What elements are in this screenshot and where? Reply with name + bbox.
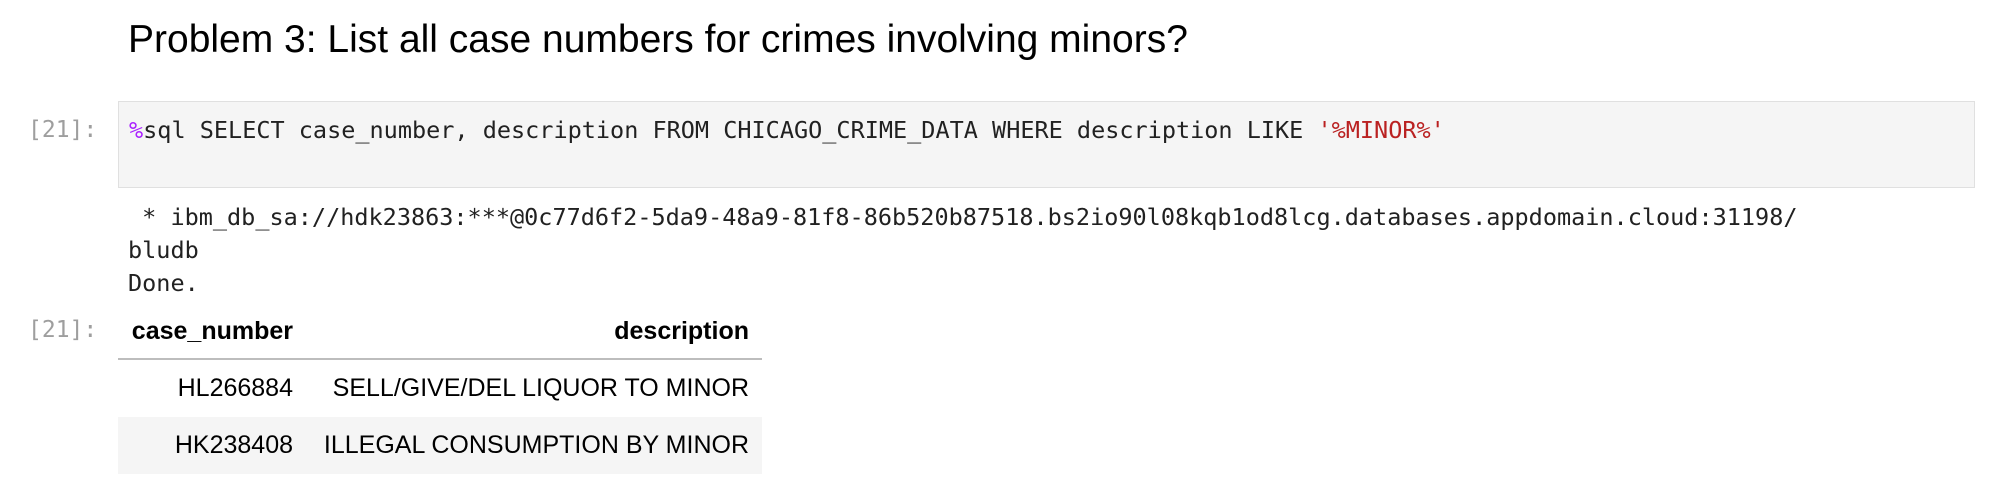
sql-code: sql SELECT case_number, description FROM…: [143, 116, 1318, 144]
input-prompt: [21]:: [28, 117, 98, 143]
description-cell: SELL/GIVE/DEL LIQUOR TO MINOR: [332, 374, 749, 402]
column-header-description: description: [306, 304, 762, 360]
column-header-case-number: case_number: [118, 304, 306, 360]
case-number-cell: HK238408: [118, 417, 306, 474]
table-header-row: case_number description: [118, 304, 762, 360]
connection-string-line: * ibm_db_sa://hdk23863:***@0c77d6f2-5da9…: [128, 203, 1798, 231]
problem-heading: Problem 3: List all case numbers for cri…: [128, 18, 1188, 61]
code-input-cell[interactable]: %sql SELECT case_number, description FRO…: [118, 101, 1975, 188]
output-prompt: [21]:: [28, 317, 98, 343]
stream-output: * ibm_db_sa://hdk23863:***@0c77d6f2-5da9…: [128, 201, 1798, 300]
code-line[interactable]: %sql SELECT case_number, description FRO…: [129, 116, 1445, 144]
done-message: Done.: [128, 269, 199, 297]
result-table: case_number description HL266884 SELL/GI…: [118, 304, 762, 474]
string-literal: '%MINOR%': [1317, 116, 1445, 144]
connection-string-continuation: bludb: [128, 236, 199, 264]
table-row: HK238408 ILLEGAL CONSUMPTION BY MINOR: [118, 417, 762, 474]
description-cell: ILLEGAL CONSUMPTION BY MINOR: [306, 417, 762, 474]
magic-token: %: [129, 116, 144, 144]
case-number-cell: HL266884: [177, 374, 293, 402]
table-row: HL266884 SELL/GIVE/DEL LIQUOR TO MINOR: [118, 359, 762, 417]
